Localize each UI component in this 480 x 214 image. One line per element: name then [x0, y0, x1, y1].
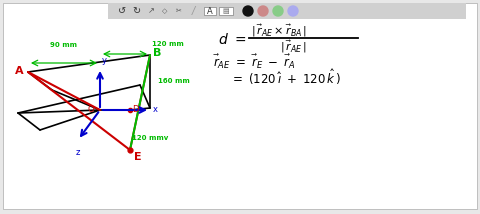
Text: ↻: ↻: [132, 6, 140, 16]
Circle shape: [273, 6, 283, 16]
Text: O: O: [87, 104, 94, 113]
Text: 120 mmv: 120 mmv: [132, 135, 168, 141]
Text: D: D: [132, 104, 139, 113]
Text: $|\,\vec{r}_{AE}\,|$: $|\,\vec{r}_{AE}\,|$: [280, 39, 307, 55]
Circle shape: [258, 6, 268, 16]
Text: z: z: [76, 148, 80, 157]
Circle shape: [288, 6, 298, 16]
Text: ↺: ↺: [118, 6, 126, 16]
Text: $d\ =$: $d\ =$: [218, 31, 246, 46]
Bar: [219, 7, 233, 15]
Text: E: E: [134, 152, 142, 162]
Circle shape: [243, 6, 253, 16]
Text: $|\,\vec{r}_{AE} \times \vec{r}_{BA}\,|$: $|\,\vec{r}_{AE} \times \vec{r}_{BA}\,|$: [251, 23, 307, 39]
Text: $=\ (120\,\hat{\imath}\ +\ 120\,\hat{k}\,)$: $=\ (120\,\hat{\imath}\ +\ 120\,\hat{k}\…: [230, 67, 341, 87]
Text: $\vec{r}_{AE}\ =\ \vec{r}_{E}\ -\ \vec{r}_{A}$: $\vec{r}_{AE}\ =\ \vec{r}_{E}\ -\ \vec{r…: [213, 53, 296, 71]
Text: ✂: ✂: [176, 8, 182, 14]
Text: 120 mm: 120 mm: [152, 41, 184, 47]
Text: A: A: [207, 6, 213, 15]
Text: 160 mm: 160 mm: [158, 78, 190, 84]
Text: y: y: [102, 56, 107, 65]
Text: ◇: ◇: [162, 8, 168, 14]
Text: 90 mm: 90 mm: [50, 42, 77, 48]
Text: ▤: ▤: [223, 8, 229, 14]
Text: A: A: [15, 66, 24, 76]
Text: ↗: ↗: [147, 6, 155, 15]
Text: /: /: [192, 6, 194, 16]
Text: x: x: [153, 104, 158, 113]
Bar: [108, 3, 466, 19]
Text: B: B: [153, 48, 161, 58]
Bar: [204, 7, 216, 15]
